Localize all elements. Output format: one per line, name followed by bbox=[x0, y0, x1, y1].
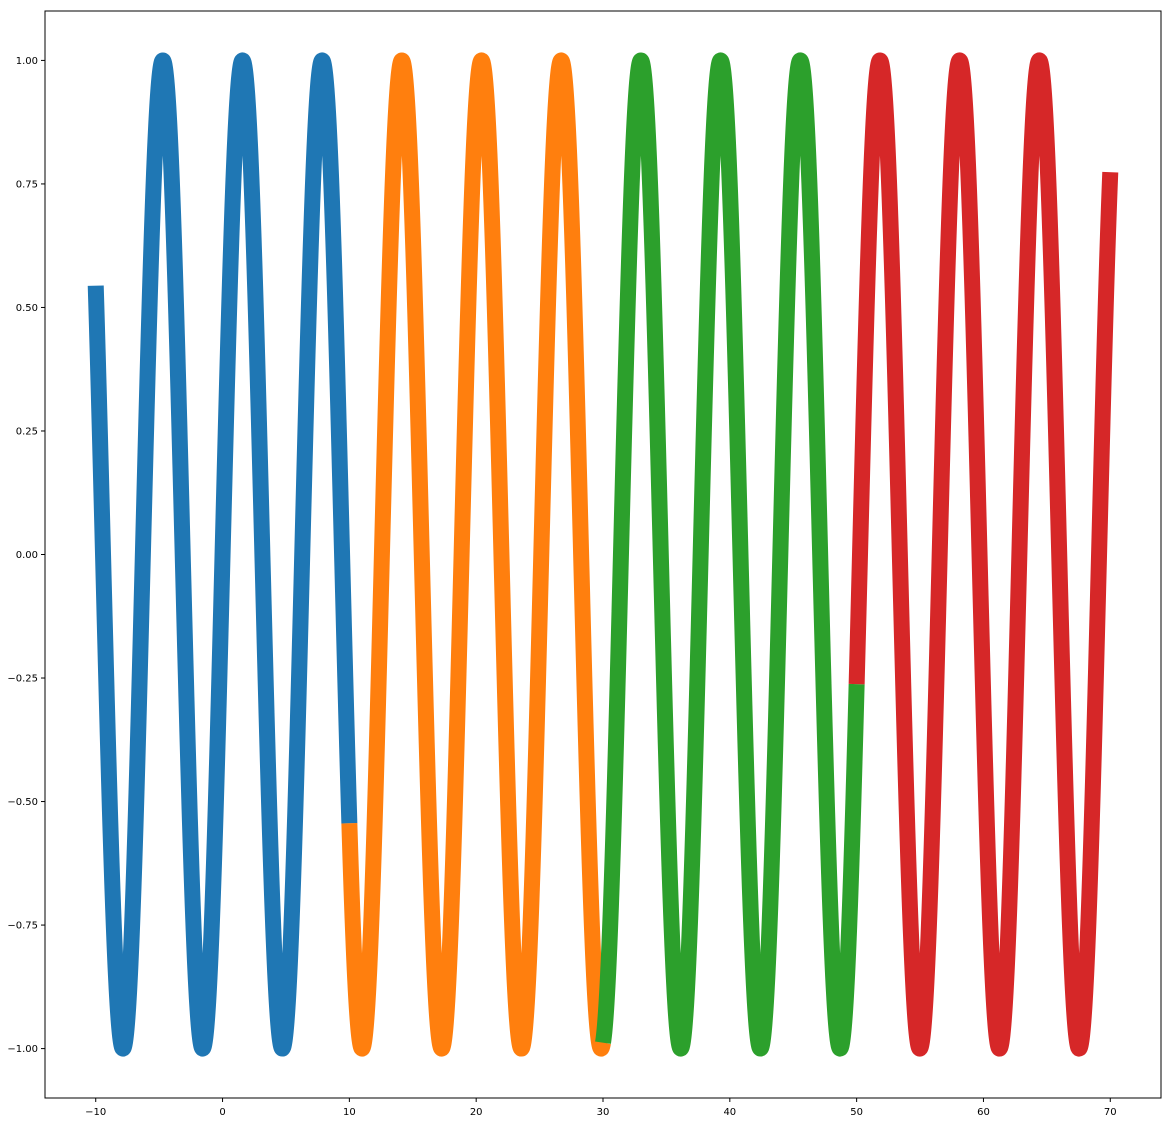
series-layer bbox=[87, 52, 1119, 1057]
series-line-1 bbox=[87, 52, 358, 1057]
x-tick-label: −10 bbox=[85, 1107, 106, 1118]
series-line-2 bbox=[341, 52, 611, 1057]
y-axis: −1.00 −0.75 −0.50 −0.25 0.00 0.25 0.50 0.75 1.00 bbox=[7, 56, 45, 1055]
y-tick-label: −1.00 bbox=[7, 1044, 38, 1055]
y-tick-label: −0.50 bbox=[7, 797, 38, 808]
x-tick-label: 0 bbox=[219, 1107, 225, 1118]
x-tick-label: 40 bbox=[723, 1107, 736, 1118]
y-tick-label: 1.00 bbox=[16, 56, 38, 67]
y-tick-label: 0.75 bbox=[16, 179, 38, 190]
x-tick-label: 60 bbox=[977, 1107, 990, 1118]
x-tick-label: 70 bbox=[1104, 1107, 1117, 1118]
y-tick-label: −0.75 bbox=[7, 921, 38, 932]
series-line-3 bbox=[595, 52, 865, 1057]
x-tick-label: 10 bbox=[343, 1107, 356, 1118]
x-axis: −10 0 10 20 30 40 50 60 70 bbox=[85, 1098, 1117, 1118]
series-line-4 bbox=[848, 52, 1119, 1057]
x-tick-label: 50 bbox=[850, 1107, 863, 1118]
y-tick-label: −0.25 bbox=[7, 674, 38, 685]
y-tick-label: 0.25 bbox=[16, 426, 38, 437]
y-tick-label: 0.00 bbox=[16, 550, 38, 561]
y-tick-label: 0.50 bbox=[16, 303, 38, 314]
x-tick-label: 20 bbox=[470, 1107, 483, 1118]
x-tick-label: 30 bbox=[597, 1107, 610, 1118]
